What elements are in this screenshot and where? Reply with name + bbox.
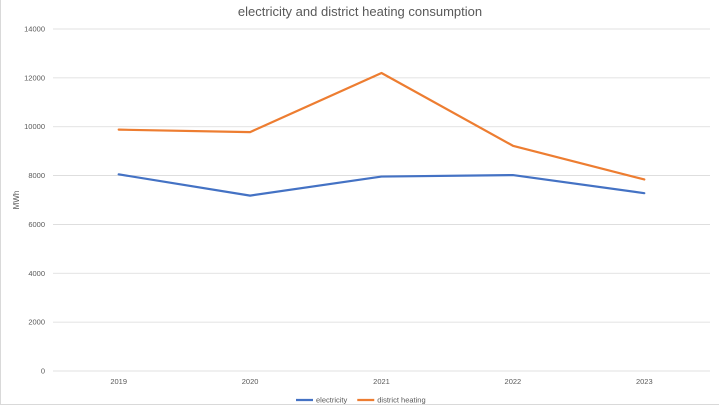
series-line-district-heating	[117, 71, 646, 181]
gridlines	[53, 28, 710, 372]
y-tick-label: 6000	[28, 220, 45, 229]
y-tick-label: 12000	[24, 73, 45, 82]
y-tick-label: 2000	[28, 318, 45, 327]
y-axis-ticks: 0 2000 4000 6000 8000 10000 12000 14000	[24, 25, 45, 376]
chart-title: electricity and district heating consump…	[237, 4, 483, 19]
legend-label: electricity	[316, 396, 348, 405]
x-tick-label: 2021	[373, 377, 390, 386]
x-tick-label: 2022	[505, 377, 522, 386]
series-lines	[117, 71, 646, 197]
x-axis-ticks: 2019 2020 2021 2022 2023	[110, 377, 652, 386]
y-tick-label: 14000	[24, 25, 45, 34]
x-tick-label: 2019	[110, 377, 127, 386]
legend: electricity district heating	[296, 396, 426, 405]
y-tick-label: 0	[41, 367, 45, 376]
x-tick-label: 2020	[242, 377, 259, 386]
x-tick-label: 2023	[636, 377, 653, 386]
y-tick-label: 8000	[28, 171, 45, 180]
legend-label: district heating	[377, 396, 425, 405]
series-line-electricity	[117, 173, 646, 197]
y-tick-label: 4000	[28, 269, 45, 278]
y-axis-label: MWh	[12, 191, 21, 210]
y-tick-label: 10000	[24, 122, 45, 131]
